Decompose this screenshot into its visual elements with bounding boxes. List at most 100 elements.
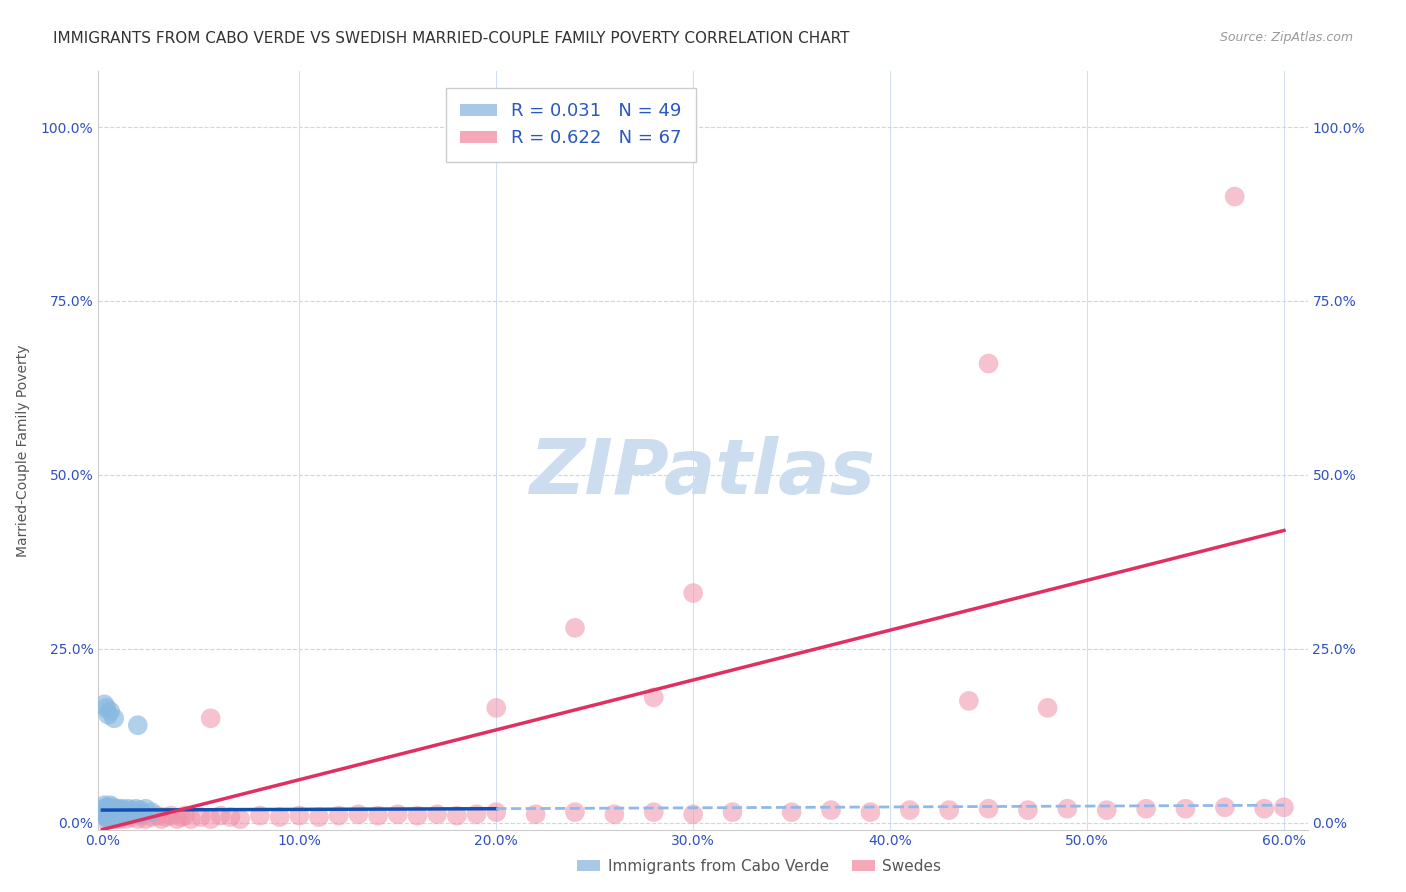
- Legend: R = 0.031   N = 49, R = 0.622   N = 67: R = 0.031 N = 49, R = 0.622 N = 67: [446, 88, 696, 161]
- Point: [103, 802, 125, 816]
- Point: [288, 808, 311, 822]
- Point: [131, 808, 153, 822]
- Point: [1056, 802, 1078, 816]
- Point: [200, 711, 222, 725]
- Point: [131, 805, 153, 820]
- Point: [93, 698, 115, 712]
- Point: [1213, 800, 1236, 814]
- Text: IMMIGRANTS FROM CABO VERDE VS SWEDISH MARRIED-COUPLE FAMILY POVERTY CORRELATION : IMMIGRANTS FROM CABO VERDE VS SWEDISH MA…: [53, 31, 851, 46]
- Point: [977, 802, 1000, 816]
- Point: [485, 701, 508, 715]
- Point: [524, 807, 547, 822]
- Point: [721, 805, 744, 820]
- Point: [141, 805, 163, 820]
- Point: [387, 807, 409, 822]
- Point: [127, 718, 149, 732]
- Point: [328, 808, 350, 822]
- Point: [107, 808, 129, 822]
- Point: [150, 812, 173, 826]
- Point: [1135, 802, 1157, 816]
- Point: [200, 812, 222, 826]
- Point: [115, 805, 138, 820]
- Point: [146, 808, 169, 822]
- Point: [118, 807, 141, 822]
- Point: [564, 805, 586, 820]
- Point: [101, 807, 124, 822]
- Point: [96, 701, 118, 715]
- Point: [209, 808, 232, 822]
- Point: [96, 810, 118, 824]
- Point: [308, 810, 330, 824]
- Point: [564, 621, 586, 635]
- Point: [898, 803, 921, 817]
- Point: [117, 802, 139, 816]
- Point: [141, 810, 163, 824]
- Text: ZIPatlas: ZIPatlas: [530, 436, 876, 510]
- Point: [121, 810, 143, 824]
- Point: [249, 808, 271, 822]
- Point: [122, 805, 145, 820]
- Point: [98, 808, 121, 822]
- Point: [127, 807, 149, 822]
- Point: [111, 802, 134, 816]
- Point: [166, 812, 188, 826]
- Point: [101, 803, 124, 817]
- Point: [1017, 803, 1039, 817]
- Text: Source: ZipAtlas.com: Source: ZipAtlas.com: [1219, 31, 1353, 45]
- Point: [643, 805, 665, 820]
- Point: [780, 805, 803, 820]
- Point: [127, 812, 149, 826]
- Point: [93, 812, 115, 826]
- Point: [426, 807, 449, 822]
- Point: [135, 812, 157, 826]
- Point: [121, 803, 143, 817]
- Point: [107, 805, 129, 820]
- Point: [367, 808, 389, 822]
- Point: [98, 805, 121, 820]
- Point: [603, 807, 626, 822]
- Y-axis label: Married-Couple Family Poverty: Married-Couple Family Poverty: [15, 344, 30, 557]
- Point: [107, 802, 129, 816]
- Point: [229, 812, 252, 826]
- Point: [485, 805, 508, 820]
- Point: [93, 805, 115, 820]
- Point: [103, 805, 125, 820]
- Point: [465, 807, 488, 822]
- Point: [97, 707, 120, 722]
- Point: [97, 812, 120, 826]
- Point: [682, 586, 704, 600]
- Point: [105, 812, 128, 826]
- Point: [347, 807, 370, 822]
- Point: [1223, 189, 1246, 203]
- Point: [128, 803, 150, 817]
- Point: [174, 808, 197, 822]
- Point: [269, 810, 291, 824]
- Point: [96, 803, 118, 817]
- Point: [112, 803, 135, 817]
- Point: [108, 807, 131, 822]
- Point: [97, 803, 120, 817]
- Point: [938, 803, 960, 817]
- Point: [93, 798, 115, 813]
- Point: [135, 802, 157, 816]
- Point: [101, 800, 124, 814]
- Point: [105, 807, 128, 822]
- Point: [125, 802, 148, 816]
- Point: [820, 803, 842, 817]
- Legend: Immigrants from Cabo Verde, Swedes: Immigrants from Cabo Verde, Swedes: [571, 853, 948, 880]
- Point: [446, 808, 468, 822]
- Point: [1253, 802, 1275, 816]
- Point: [96, 808, 118, 822]
- Point: [96, 800, 118, 814]
- Point: [643, 690, 665, 705]
- Point: [97, 805, 120, 820]
- Point: [101, 812, 124, 826]
- Point: [957, 694, 980, 708]
- Point: [96, 810, 118, 824]
- Point: [111, 810, 134, 824]
- Point: [160, 808, 183, 822]
- Point: [97, 812, 120, 826]
- Point: [103, 810, 125, 824]
- Point: [98, 798, 121, 813]
- Point: [406, 808, 429, 822]
